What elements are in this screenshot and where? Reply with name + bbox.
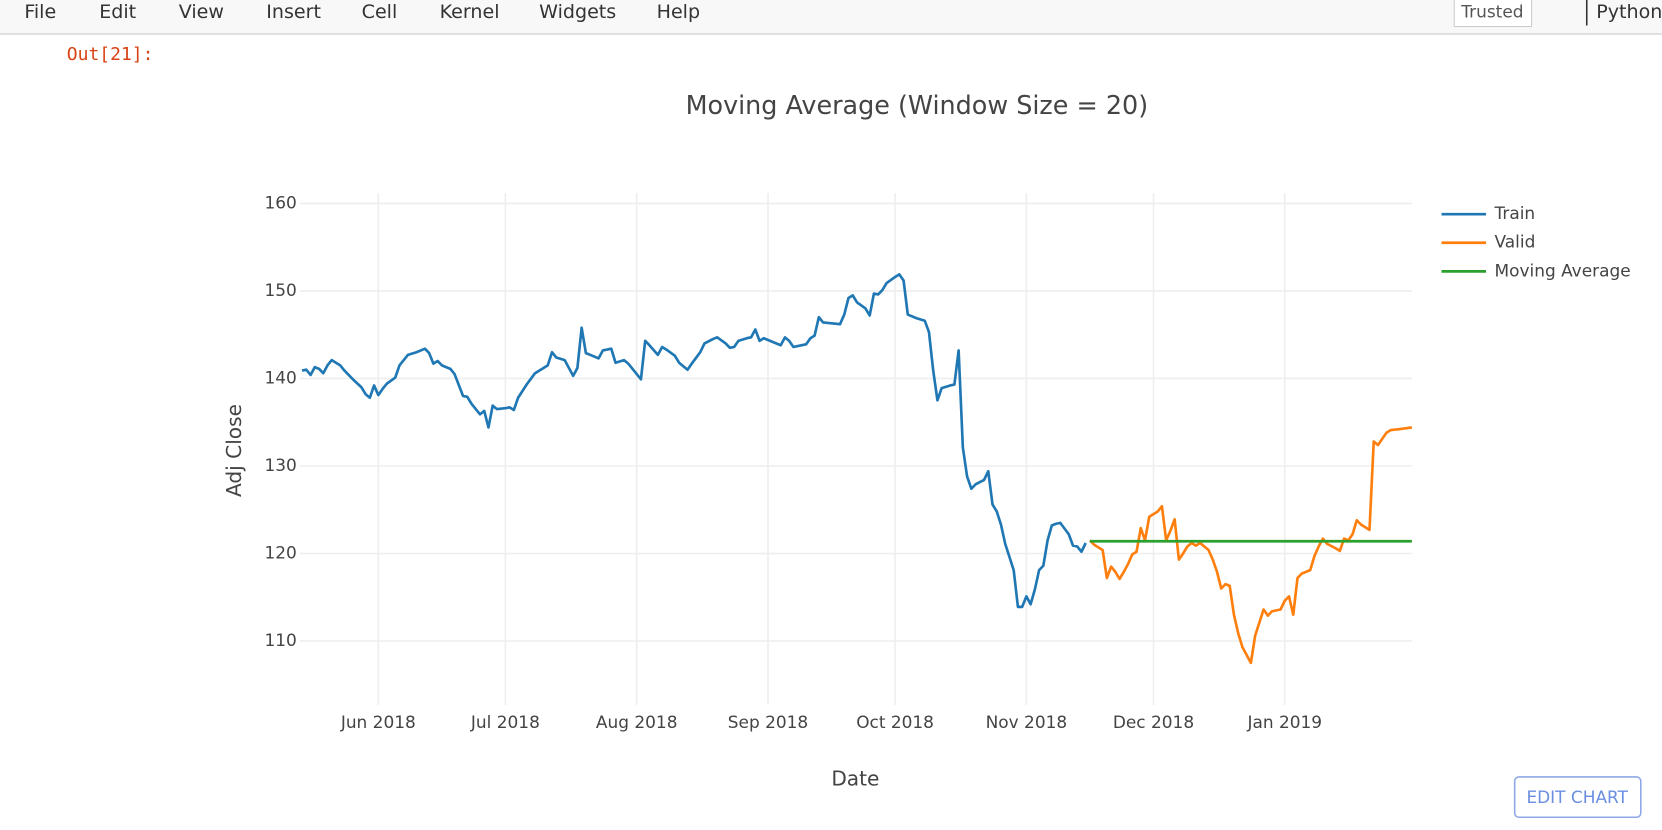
chart-title: Moving Average (Window Size = 20) bbox=[686, 90, 1149, 120]
y-tick-label: 120 bbox=[264, 542, 296, 562]
menu-item[interactable]: File bbox=[24, 1, 56, 23]
legend-label: Valid bbox=[1495, 232, 1536, 252]
menu-item[interactable]: Help bbox=[657, 1, 700, 23]
x-tick-label: Aug 2018 bbox=[596, 712, 678, 732]
output-prompt: Out[21]: bbox=[67, 44, 154, 65]
y-tick-label: 150 bbox=[264, 280, 296, 300]
edit-chart-label[interactable]: EDIT CHART bbox=[1526, 787, 1628, 807]
x-tick-label: Jul 2018 bbox=[470, 712, 540, 732]
x-tick-label: Oct 2018 bbox=[856, 712, 934, 732]
x-tick-label: Jun 2018 bbox=[340, 712, 416, 732]
trusted-box[interactable] bbox=[1453, 0, 1533, 28]
x-tick-label: Sep 2018 bbox=[728, 712, 808, 732]
y-tick-label: 110 bbox=[264, 630, 296, 650]
chart: Moving Average (Window Size = 20) Date Adj… bbox=[222, 90, 1631, 791]
menu-bar bbox=[0, 0, 1662, 34]
series-line bbox=[301, 272, 1087, 609]
kernel-name: Python bbox=[1596, 1, 1662, 23]
menu-item[interactable]: Edit bbox=[99, 1, 136, 23]
y-tick-label: 160 bbox=[264, 192, 296, 212]
menu-item[interactable]: View bbox=[179, 1, 224, 23]
trusted-indicator[interactable]: Trusted bbox=[1460, 2, 1523, 22]
edit-chart-button[interactable] bbox=[1513, 776, 1642, 819]
x-axis-title: Date bbox=[831, 767, 879, 791]
series-line bbox=[1088, 426, 1413, 665]
menu: File Edit View Insert Cell Kernel Widgets Help bbox=[24, 1, 700, 23]
menu-item[interactable]: Widgets bbox=[539, 1, 616, 23]
y-tick-label: 140 bbox=[264, 367, 296, 387]
x-tick-label: Jan 2019 bbox=[1246, 712, 1322, 732]
menu-item[interactable]: Cell bbox=[362, 1, 398, 23]
legend-label: Moving Average bbox=[1495, 260, 1631, 280]
x-tick-label: Dec 2018 bbox=[1113, 712, 1194, 732]
y-tick-label: 130 bbox=[264, 455, 296, 475]
legend-label: Train bbox=[1494, 203, 1536, 223]
menu-item[interactable]: Insert bbox=[266, 1, 321, 23]
y-axis-title: Adj Close bbox=[222, 404, 246, 497]
x-tick-label: Nov 2018 bbox=[986, 712, 1068, 732]
menu-item[interactable]: Kernel bbox=[440, 1, 500, 23]
